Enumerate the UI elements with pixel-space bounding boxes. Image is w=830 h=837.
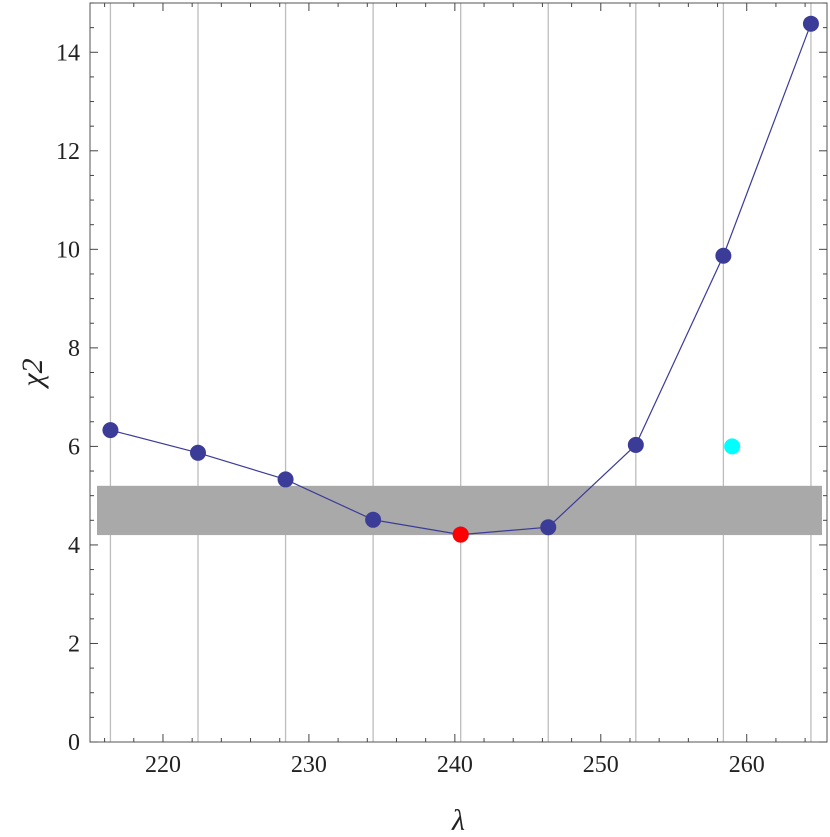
- y-tick-label: 14: [56, 40, 80, 66]
- x-tick-label: 220: [145, 752, 181, 778]
- y-tick-label: 10: [56, 237, 80, 263]
- y-tick-label: 8: [68, 336, 80, 362]
- data-point: [102, 422, 119, 439]
- highlight-point: [724, 438, 741, 455]
- x-axis-title: λ: [451, 804, 465, 837]
- y-tick-label: 0: [68, 730, 80, 756]
- series-layer: [102, 15, 819, 543]
- x-tick-label: 260: [729, 752, 765, 778]
- data-point: [540, 519, 557, 536]
- data-point: [802, 15, 819, 32]
- data-point: [627, 436, 644, 453]
- y-axis-title: χ2: [16, 358, 49, 389]
- y-tick-label: 12: [56, 139, 80, 165]
- highlight-point: [452, 526, 469, 543]
- y-tick-label: 6: [68, 434, 80, 460]
- data-point: [277, 471, 294, 488]
- x-tick-label: 250: [583, 752, 619, 778]
- y-tick-label: 2: [68, 631, 80, 657]
- axes-layer: 220 230 240 250 260 0 2 4 6 8 10 12 14: [56, 2, 828, 778]
- data-point: [715, 247, 732, 264]
- data-point: [189, 444, 206, 461]
- plot-frame: [89, 2, 828, 743]
- y-tick-label: 4: [68, 533, 80, 559]
- x-tick-label: 230: [291, 752, 327, 778]
- data-point: [365, 511, 382, 528]
- x-tick-label: 240: [437, 752, 473, 778]
- grid-layer: [109, 3, 812, 742]
